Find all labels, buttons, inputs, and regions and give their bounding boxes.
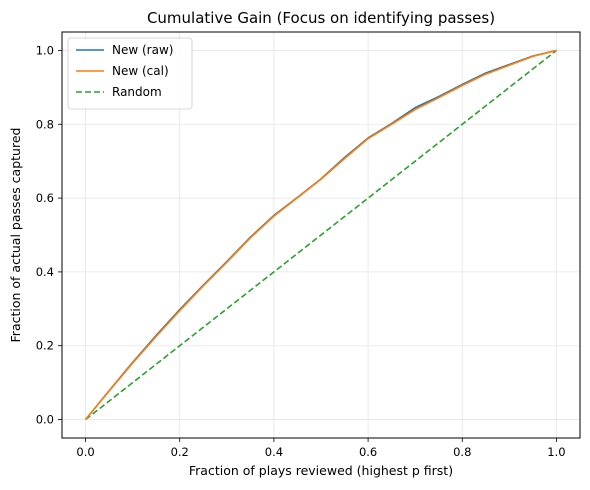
legend-label: New (cal): [112, 64, 169, 78]
legend: New (raw) New (cal) Random: [67, 37, 193, 110]
x-tick-label: 0.4: [265, 445, 283, 459]
series-line-new-cal: [84, 49, 557, 421]
plot-area-frame: [61, 31, 581, 439]
legend-label: New (raw): [112, 43, 173, 57]
axis-ticks: 0.0 0.2 0.4 0.6 0.8 1.0 0.0 0.2 0.4 0.6 0.8 1.0: [36, 43, 566, 459]
data-lines: [84, 49, 557, 421]
legend-label: Random: [112, 85, 162, 99]
y-tick-label: 1.0: [36, 43, 54, 57]
y-tick-label: 0.0: [36, 413, 54, 427]
y-tick-label: 0.4: [36, 265, 54, 279]
x-tick-label: 0.6: [359, 445, 377, 459]
y-axis-label: Fraction of actual passes captured: [8, 128, 23, 343]
y-tick-label: 0.8: [36, 117, 54, 131]
x-tick-label: 0.0: [76, 445, 94, 459]
x-tick-label: 0.8: [453, 445, 471, 459]
series-line-random: [85, 49, 557, 421]
x-axis-label: Fraction of plays reviewed (highest p fi…: [189, 463, 453, 478]
x-tick-label: 1.0: [547, 445, 565, 459]
y-tick-label: 0.6: [36, 191, 54, 205]
chart-title: Cumulative Gain (Focus on identifying pa…: [147, 9, 495, 27]
x-tick-label: 0.2: [171, 445, 189, 459]
y-tick-label: 0.2: [36, 339, 54, 353]
